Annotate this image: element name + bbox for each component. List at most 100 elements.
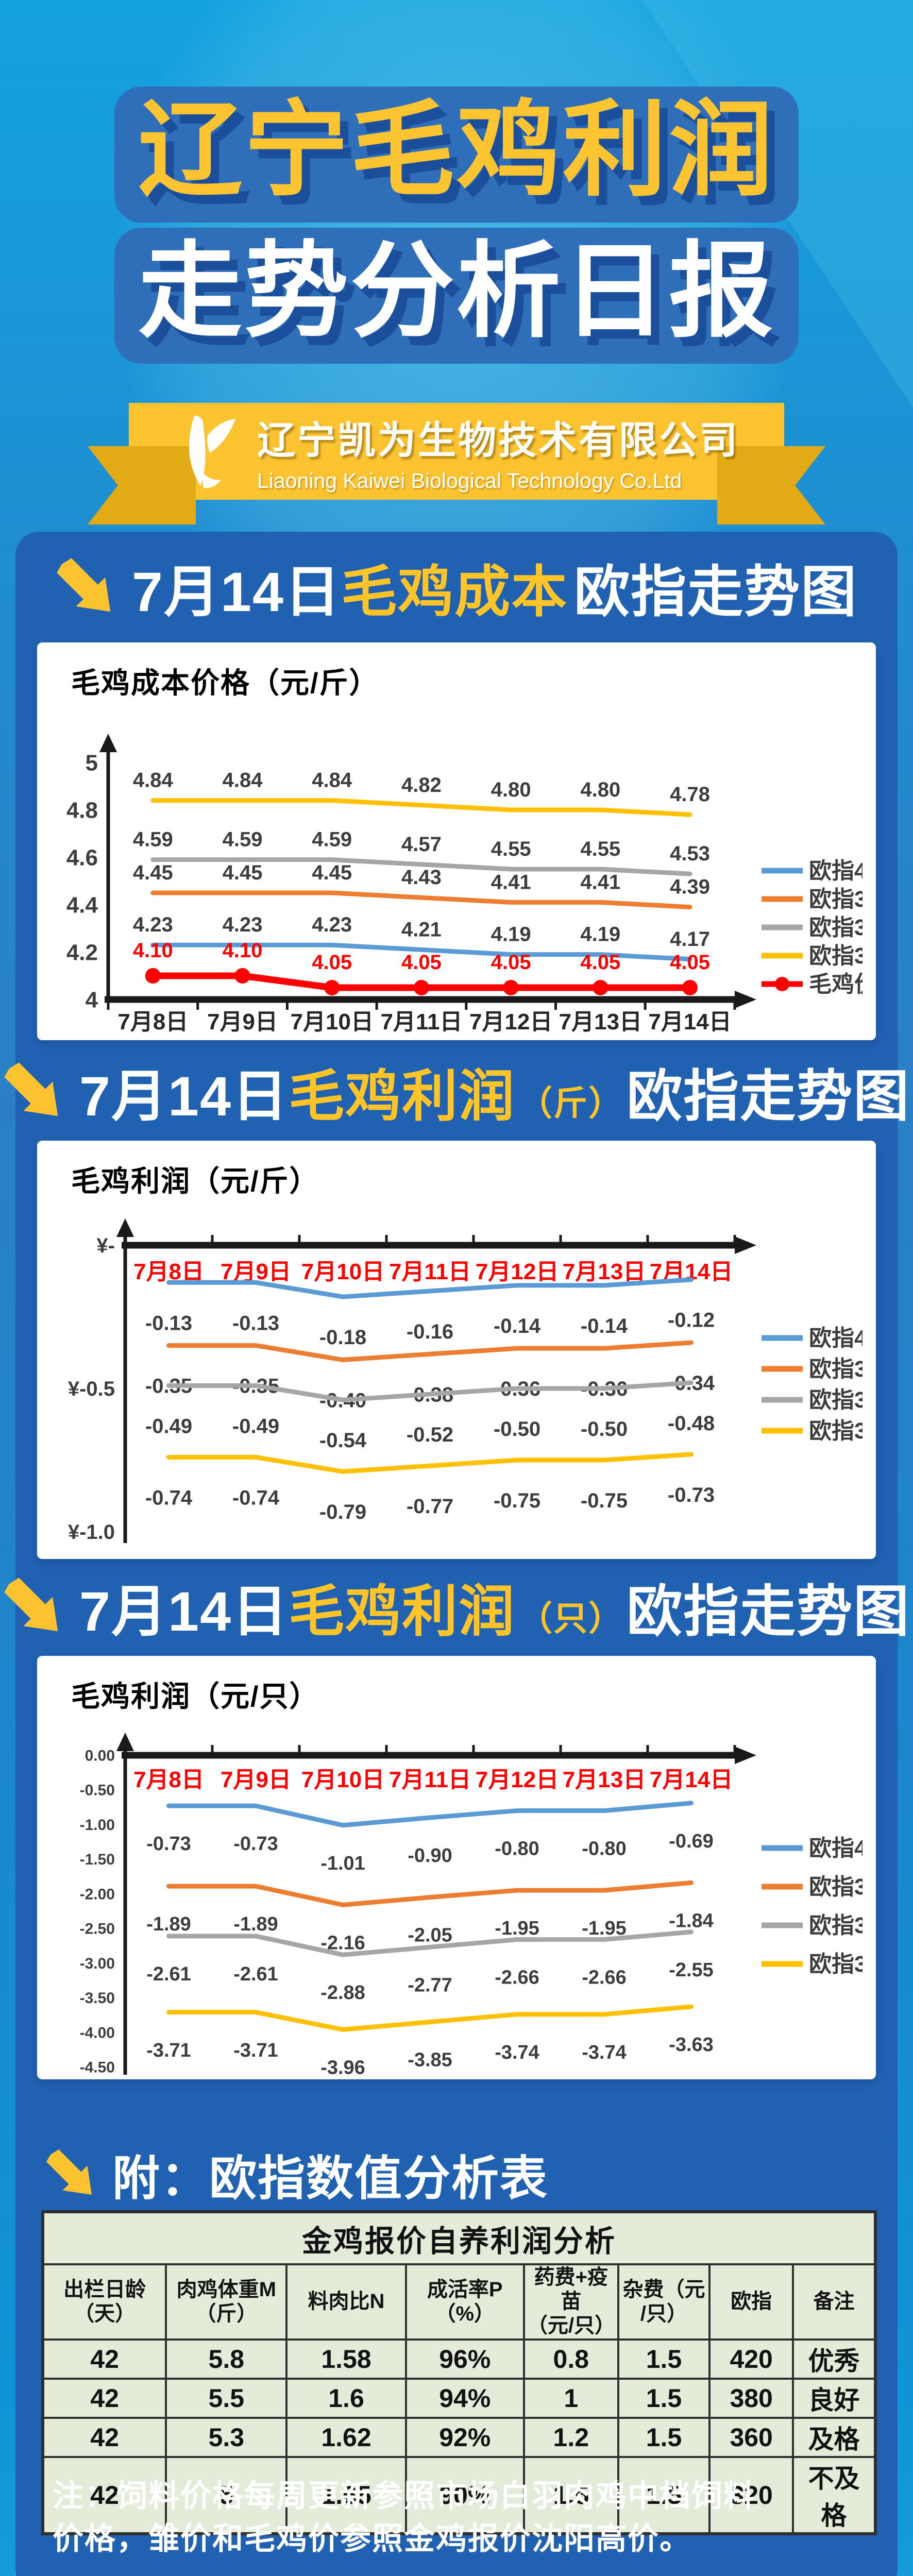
table-cell: 及格 — [791, 2416, 877, 2458]
data-label: -3.74 — [582, 2042, 627, 2063]
table-cell: 42 — [41, 2338, 167, 2380]
data-label: 4.84 — [312, 769, 352, 792]
data-label: -0.14 — [581, 1315, 628, 1337]
cost-chart-title: 毛鸡成本价格（元/斤） — [71, 667, 379, 699]
banner-texts: 辽宁凯为生物技术有限公司 Liaoning Kaiwei Biological … — [257, 410, 739, 493]
data-label: -0.79 — [319, 1501, 366, 1523]
table-cell: 5.8 — [165, 2338, 288, 2380]
y-tick-label: ¥- — [96, 1234, 115, 1257]
profit-jin-chart-card: 毛鸡利润（元/斤） ¥- ¥-0.5 ¥-1.0 7月8日 7月9日 7月10日 7月11日… — [37, 1141, 876, 1559]
title-date: 7月14日 — [131, 561, 342, 623]
data-label: 4.21 — [401, 918, 442, 941]
table-header-cell: 欧指 — [708, 2263, 794, 2341]
arrow-down-right-icon — [57, 558, 111, 612]
data-label: 4.05 — [670, 951, 710, 974]
data-label: 4.55 — [580, 838, 620, 860]
data-label: -0.48 — [668, 1412, 715, 1435]
series-line-欧指420 — [150, 942, 692, 962]
data-label: -3.74 — [495, 2042, 539, 2063]
y-axis-arrow — [116, 1218, 134, 1237]
x-category-label: 7月10日 — [291, 1009, 374, 1035]
table-cell: 5.3 — [165, 2416, 288, 2458]
table-cell: 320 — [708, 2455, 794, 2535]
series-line-欧指360 — [166, 1380, 694, 1402]
data-label: -0.80 — [582, 1838, 627, 1860]
data-label: 4.19 — [491, 923, 531, 946]
table-header-cell: 药费+疫苗 （元/只） — [523, 2263, 619, 2341]
table-cell: 1.5 — [617, 2455, 711, 2535]
data-label: 4.45 — [133, 861, 173, 884]
data-label: -0.13 — [232, 1312, 279, 1334]
data-label: 4.10 — [223, 939, 263, 962]
series-line-欧指320 — [166, 1452, 694, 1474]
x-category-label: 7月10日 — [301, 1767, 384, 1792]
data-label: 4.23 — [312, 913, 352, 936]
arrow-down-right-icon — [4, 1578, 58, 1632]
table-cell: 1.6 — [285, 2377, 407, 2419]
x-category-label: 7月11日 — [389, 1259, 471, 1284]
company-name-en: Liaoning Kaiwei Biological Technology Co… — [257, 469, 682, 493]
table-cell: 420 — [708, 2338, 794, 2380]
y-tick-label: -2.50 — [80, 1921, 115, 1938]
footnote-line1: 注：饲料价格每周更新参照市场白羽肉鸡中档饲料 — [53, 2479, 755, 2513]
table-cell: 5.5 — [165, 2377, 288, 2419]
data-label: -2.66 — [582, 1967, 627, 1989]
table-row: 42 5.8 1.58 96% 0.8 1.5 420 优秀 — [41, 2338, 877, 2380]
title-unit: （斤） — [518, 1084, 624, 1123]
x-category-label: 7月13日 — [559, 1009, 642, 1035]
table-cell: 1.2 — [523, 2416, 619, 2458]
table-cell: 96% — [404, 2338, 526, 2380]
table-header-cell: 成活率P （%） — [404, 2263, 526, 2341]
data-label: 4.80 — [580, 778, 620, 801]
title-unit — [568, 577, 574, 615]
data-label: -1.01 — [320, 1853, 365, 1874]
table-row: 42 5 1.65 90% 1.5 1.5 320 不及格 — [41, 2455, 877, 2535]
table-header-cell: 杂费（元/只） — [617, 2263, 711, 2341]
data-label: -2.61 — [146, 1963, 191, 1985]
table-cell: 1.58 — [285, 2338, 407, 2380]
legend-label: 欧指420 — [809, 1836, 863, 1861]
y-tick-label: -4.00 — [80, 2024, 115, 2041]
table-row: 42 5.3 1.62 92% 1.2 1.5 360 及格 — [41, 2416, 877, 2458]
data-label: -0.80 — [495, 1838, 539, 1860]
profit-jin-chart-title: 毛鸡利润（元/斤） — [71, 1165, 319, 1197]
data-label: 4.84 — [133, 769, 174, 792]
series-line-欧指420 — [166, 1801, 694, 1828]
profit-zhi-chart-title: 毛鸡利润（元/只） — [71, 1680, 319, 1713]
legend-label: 欧指420 — [809, 1326, 863, 1351]
data-label: 4.45 — [312, 861, 352, 884]
table-cell: 360 — [708, 2416, 794, 2458]
x-category-label: 7月14日 — [648, 1009, 731, 1035]
y-tick-label: ¥-0.5 — [68, 1378, 115, 1400]
data-label: -1.95 — [582, 1918, 627, 1939]
poster-title-line2: 走势分析日报 — [114, 228, 799, 364]
data-label: 4.45 — [223, 861, 263, 884]
title-highlight: 毛鸡利润 — [289, 1065, 516, 1127]
content-panel: 7月14日毛鸡成本 欧指走势图 毛鸡成本价格（元/斤） 5 4.8 4.6 4.4 4.2… — [4, 532, 909, 2576]
title-rest: 欧指走势图 — [574, 561, 858, 623]
table-header-cell: 备注 — [791, 2263, 877, 2341]
data-label: 4.39 — [670, 876, 710, 899]
series-line-欧指420 — [166, 1277, 694, 1299]
table-cell: 90% — [404, 2455, 526, 2535]
series-marker — [324, 980, 340, 995]
title-text-2: 走势分析日报 — [138, 233, 775, 349]
data-label: -3.96 — [320, 2057, 365, 2078]
data-label: -3.85 — [408, 2049, 452, 2071]
table-cell: 1 — [523, 2377, 619, 2419]
y-tick-label: -3.00 — [80, 1955, 115, 1972]
data-label: -1.89 — [146, 1913, 191, 1935]
data-label: 4.43 — [401, 866, 442, 889]
data-label: -3.63 — [669, 2034, 714, 2056]
x-category-label: 7月10日 — [301, 1259, 384, 1284]
table-cell: 1.65 — [285, 2455, 407, 2535]
data-label: -0.73 — [146, 1833, 191, 1855]
x-category-label: 7月14日 — [650, 1767, 733, 1792]
data-label: -0.73 — [233, 1833, 278, 1855]
data-label: -2.77 — [408, 1974, 452, 1996]
data-label: -0.14 — [494, 1315, 541, 1337]
x-category-label: 7月12日 — [476, 1767, 559, 1792]
data-label: 4.05 — [401, 951, 442, 974]
